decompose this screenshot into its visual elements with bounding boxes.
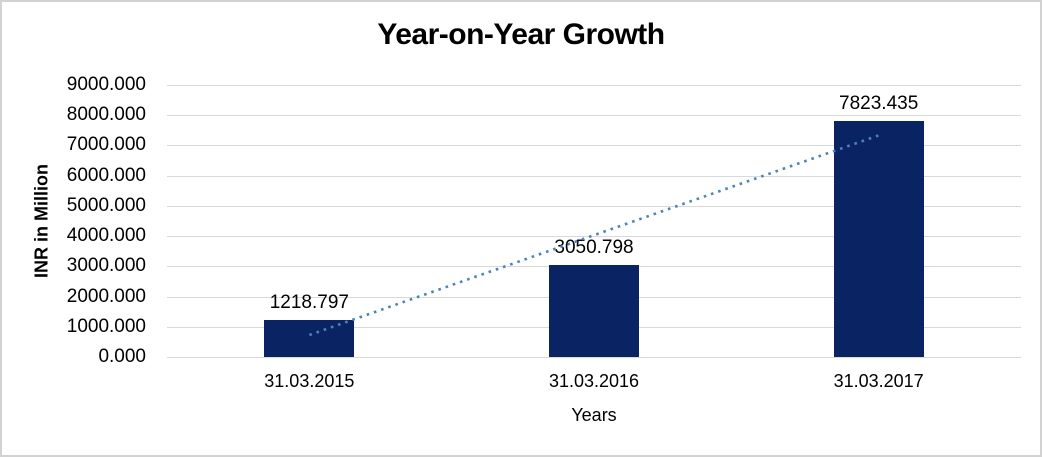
y-tick-label: 7000.000 xyxy=(66,134,146,156)
bar-value-label: 1218.797 xyxy=(269,292,349,314)
bar-31.03.2017 xyxy=(833,120,924,357)
y-tick-label: 2000.000 xyxy=(66,285,146,307)
gridline xyxy=(167,357,1021,358)
x-tick-label: 31.03.2017 xyxy=(833,371,924,391)
y-tick-label: 9000.000 xyxy=(66,74,146,95)
chart-title: Year-on-Year Growth xyxy=(377,18,665,51)
x-tick-label: 31.03.2016 xyxy=(548,371,640,391)
bar-31.03.2015 xyxy=(264,320,355,357)
bar-value-label: 3050.798 xyxy=(554,236,634,258)
y-tick-label: 8000.000 xyxy=(66,104,146,126)
x-axis-title: Years xyxy=(571,405,617,425)
gridline xyxy=(167,115,1021,117)
bar-31.03.2016 xyxy=(549,264,639,357)
plot-area xyxy=(167,85,1021,358)
y-tick-label: 1000.000 xyxy=(66,315,146,337)
x-tick-label: 31.03.2015 xyxy=(264,371,355,391)
y-tick-label: 0.000 xyxy=(98,346,146,367)
bar-value-label: 7823.435 xyxy=(839,92,919,114)
y-tick-label: 4000.000 xyxy=(66,225,146,247)
gridline xyxy=(167,85,1021,86)
y-tick-label: 5000.000 xyxy=(66,194,146,216)
y-tick-label: 6000.000 xyxy=(66,164,146,186)
y-tick-label: 3000.000 xyxy=(66,255,146,277)
